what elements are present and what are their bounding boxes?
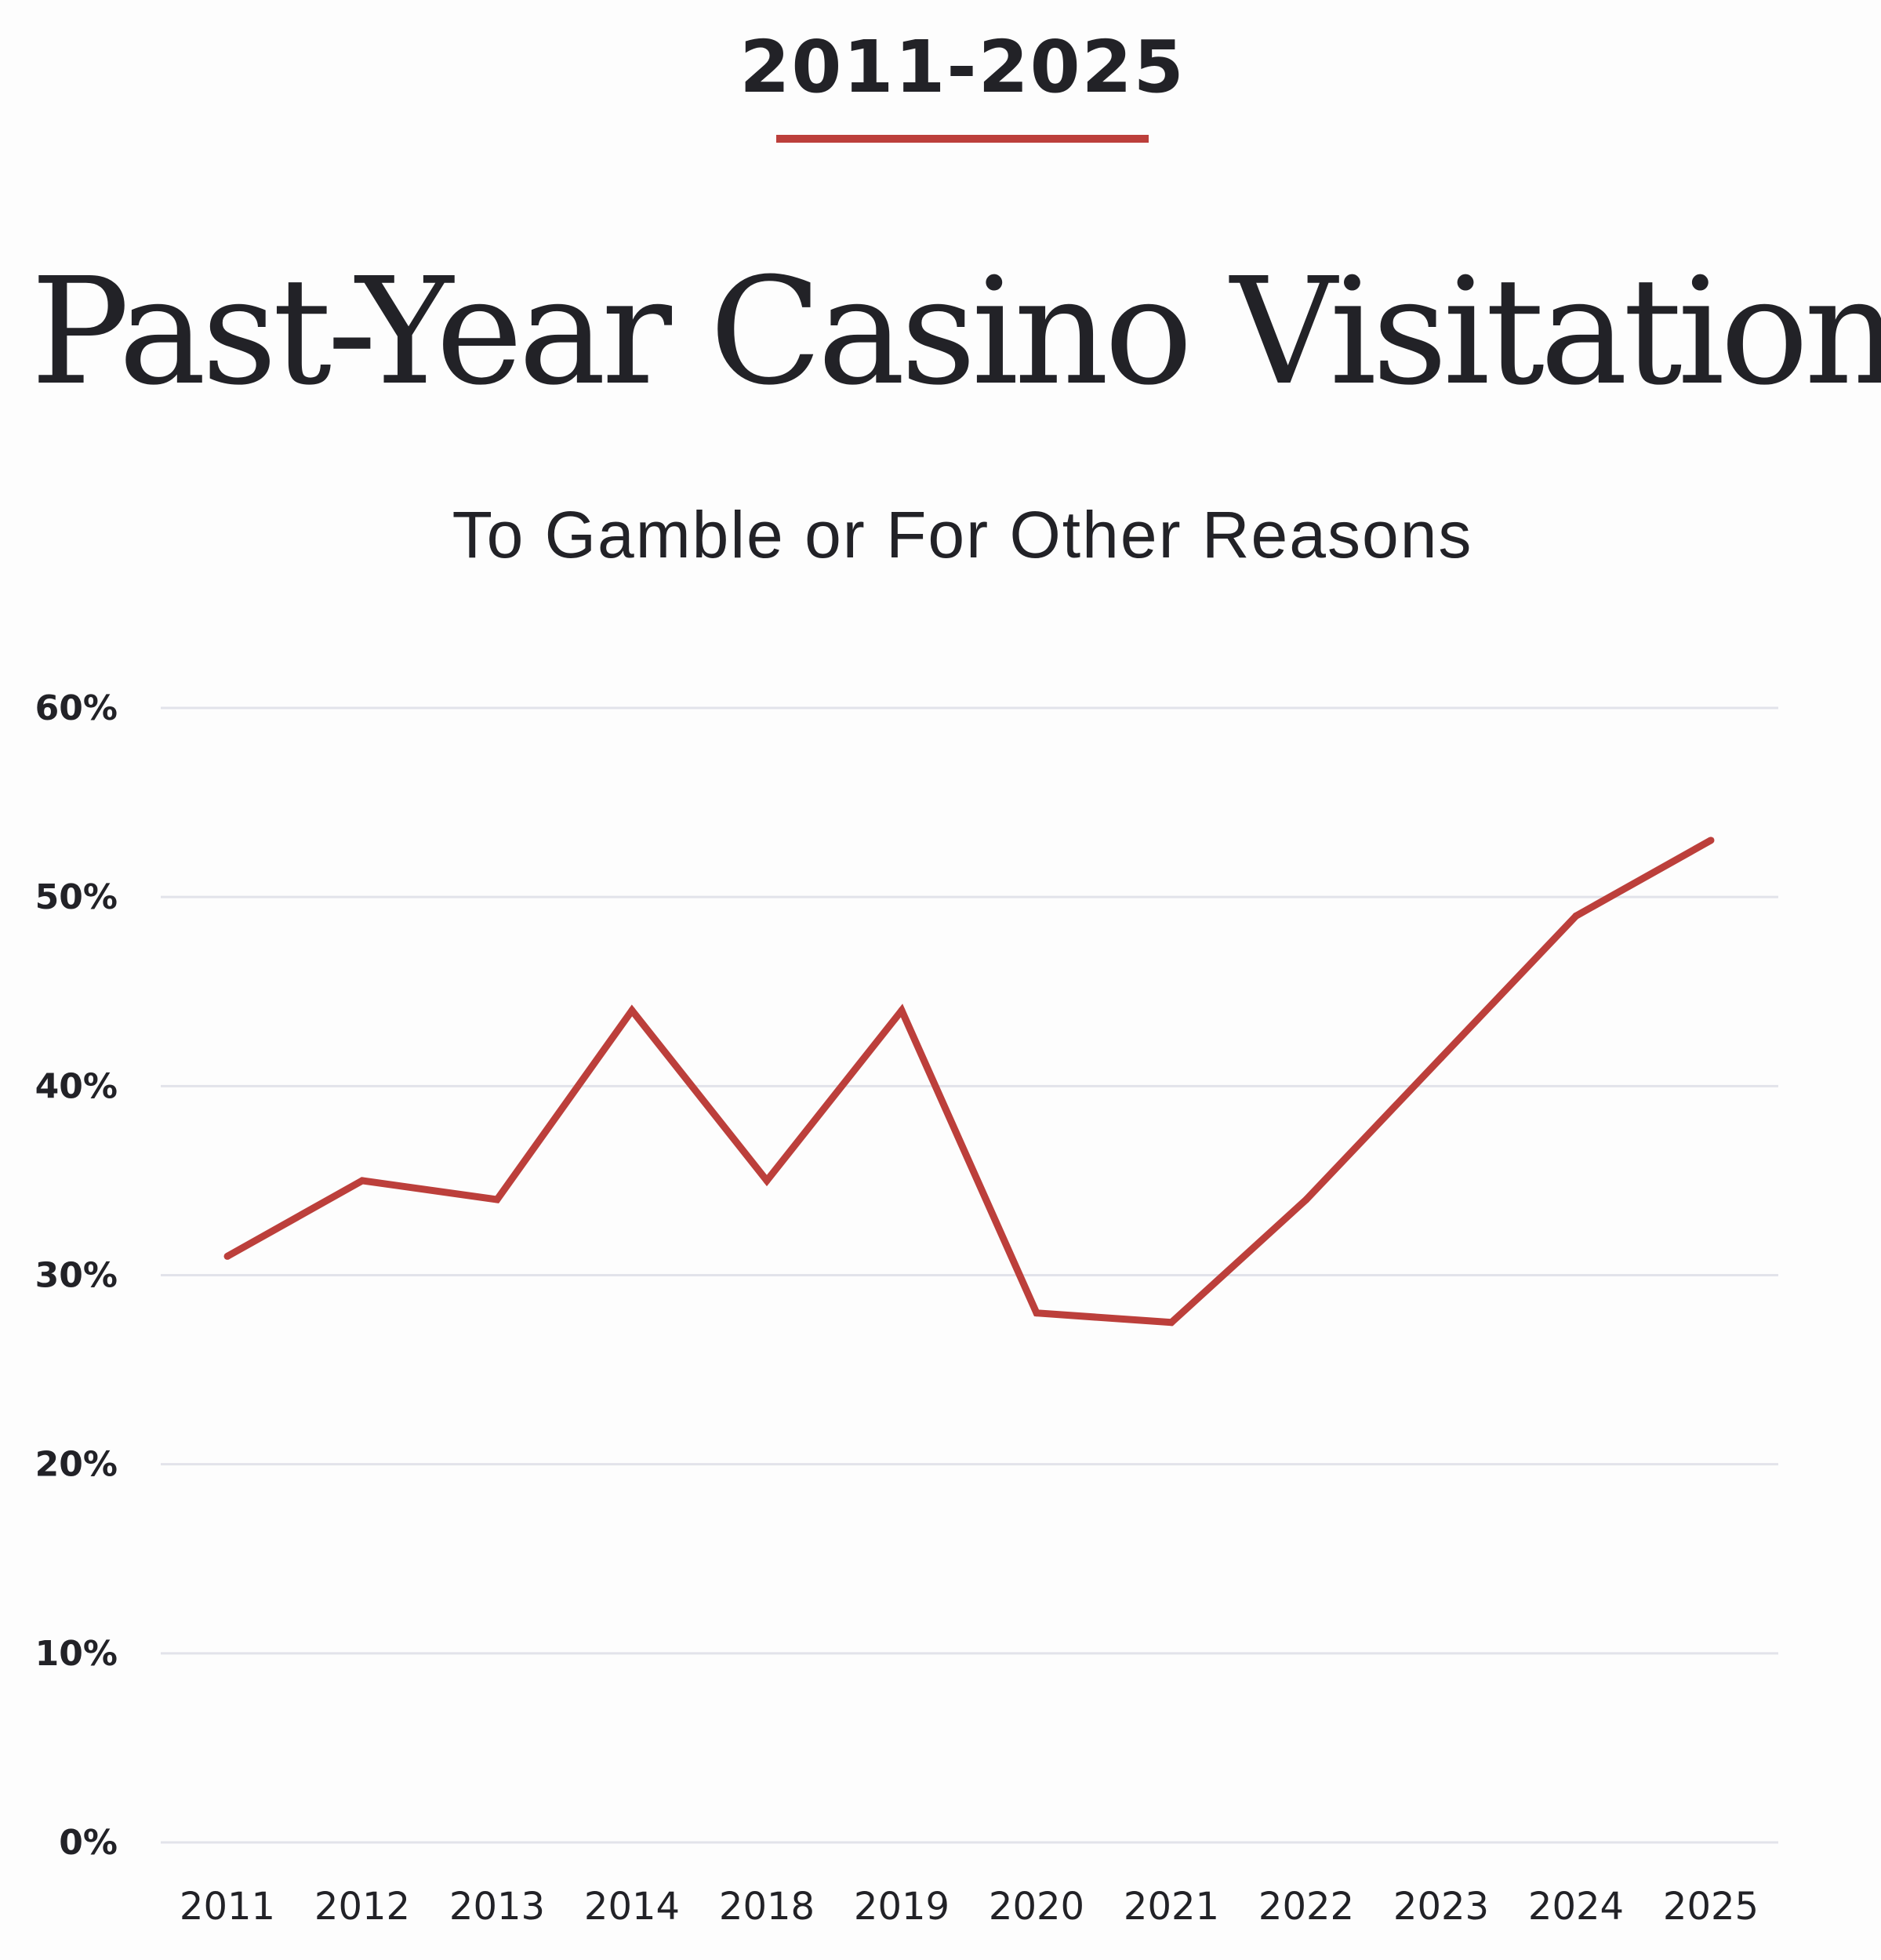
date-range-underline bbox=[776, 135, 1149, 143]
data-point bbox=[493, 1196, 501, 1203]
data-point bbox=[1707, 837, 1715, 844]
data-point bbox=[1437, 1054, 1445, 1062]
y-tick-label: 0% bbox=[59, 1823, 118, 1863]
y-tick-label: 10% bbox=[35, 1634, 118, 1674]
x-tick-label: 2021 bbox=[1124, 1885, 1219, 1929]
data-point bbox=[223, 1252, 231, 1260]
x-axis-labels: 2011 2012 2013 2014 2018 2019 2020 2021 2022 2023… bbox=[180, 1885, 1759, 1929]
y-axis-labels: 0% 10% 20% 30% 40% 50% 60% bbox=[35, 688, 118, 1863]
x-tick-label: 2013 bbox=[449, 1885, 545, 1929]
x-tick-label: 2014 bbox=[584, 1885, 680, 1929]
date-range-label: 2011-2025 bbox=[739, 25, 1186, 109]
x-tick-label: 2019 bbox=[854, 1885, 950, 1929]
series-layer bbox=[223, 837, 1715, 1327]
x-tick-label: 2018 bbox=[719, 1885, 815, 1929]
x-tick-label: 2020 bbox=[989, 1885, 1084, 1929]
y-tick-label: 20% bbox=[35, 1445, 118, 1485]
data-point bbox=[898, 1007, 906, 1014]
data-point bbox=[358, 1177, 366, 1185]
x-tick-label: 2025 bbox=[1663, 1885, 1759, 1929]
data-point bbox=[1572, 912, 1580, 920]
data-point bbox=[1302, 1196, 1310, 1203]
data-point bbox=[1033, 1309, 1040, 1317]
chart-subtitle: To Gamble or For Other Reasons bbox=[452, 498, 1473, 572]
x-tick-label: 2022 bbox=[1258, 1885, 1354, 1929]
y-tick-label: 30% bbox=[35, 1256, 118, 1296]
x-tick-label: 2024 bbox=[1528, 1885, 1624, 1929]
gridlines bbox=[161, 706, 1778, 1844]
x-tick-label: 2012 bbox=[314, 1885, 410, 1929]
y-tick-label: 50% bbox=[35, 877, 118, 917]
data-point bbox=[763, 1177, 771, 1185]
y-tick-label: 60% bbox=[35, 688, 118, 728]
x-tick-label: 2011 bbox=[180, 1885, 275, 1929]
y-tick-label: 40% bbox=[35, 1066, 118, 1106]
x-tick-label: 2023 bbox=[1393, 1885, 1489, 1929]
chart-title: Past-Year Casino Visitation bbox=[30, 246, 1881, 418]
series-line bbox=[225, 837, 1713, 1327]
data-point bbox=[1167, 1319, 1175, 1327]
data-point bbox=[628, 1007, 636, 1014]
